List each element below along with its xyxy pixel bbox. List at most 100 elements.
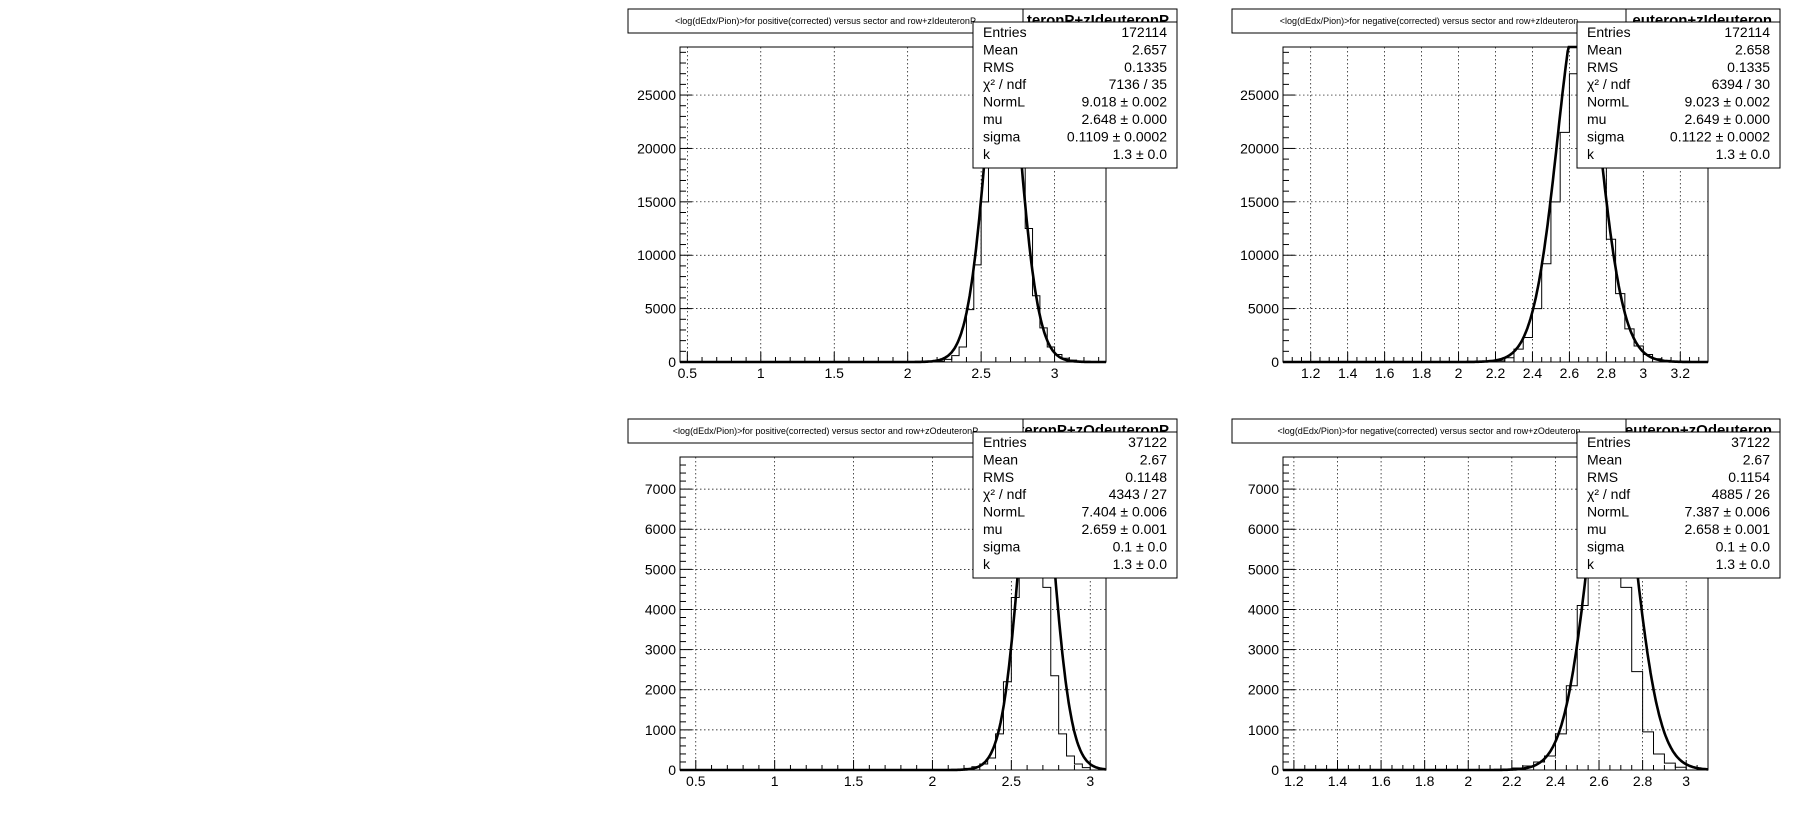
x-tick-label: 2.5 — [971, 365, 991, 381]
y-tick-label: 3000 — [645, 642, 676, 658]
x-tick-label: 2.2 — [1486, 365, 1506, 381]
y-tick-label: 5000 — [1248, 301, 1279, 317]
stat-value: 1.3 ± 0.0 — [1113, 146, 1168, 162]
stat-value: 7136 / 35 — [1109, 76, 1168, 92]
stat-label: mu — [1587, 111, 1606, 127]
stat-value: 7.387 ± 0.006 — [1684, 504, 1770, 520]
y-tick-label: 7000 — [645, 481, 676, 497]
y-tick-label: 7000 — [1248, 481, 1279, 497]
stat-label: NormL — [983, 94, 1025, 110]
stat-label: Entries — [1587, 434, 1631, 450]
stat-label: χ² / ndf — [983, 76, 1026, 92]
stat-label: k — [1587, 556, 1595, 572]
y-tick-label: 1000 — [1248, 722, 1279, 738]
x-tick-label: 2 — [929, 773, 937, 789]
stat-label: sigma — [1587, 128, 1625, 144]
y-tick-label: 6000 — [645, 521, 676, 537]
chart-title: <log(dEdx/Pion)>for negative(corrected) … — [1278, 426, 1581, 436]
stat-value: 1.3 ± 0.0 — [1113, 556, 1168, 572]
stat-value: 2.67 — [1140, 451, 1167, 467]
stat-label: RMS — [1587, 59, 1618, 75]
x-tick-label: 1.2 — [1284, 773, 1304, 789]
y-tick-label: 0 — [1271, 354, 1279, 370]
stat-label: Entries — [983, 434, 1027, 450]
stat-label: mu — [983, 521, 1002, 537]
y-tick-label: 5000 — [645, 301, 676, 317]
x-tick-label: 1.8 — [1415, 773, 1435, 789]
stat-value: 9.018 ± 0.002 — [1081, 94, 1167, 110]
x-tick-label: 2.8 — [1633, 773, 1653, 789]
stat-label: χ² / ndf — [1587, 486, 1630, 502]
stat-value: 2.648 ± 0.000 — [1081, 111, 1167, 127]
stat-label: Mean — [1587, 451, 1622, 467]
stat-label: mu — [983, 111, 1002, 127]
y-tick-label: 4000 — [645, 601, 676, 617]
stat-label: sigma — [1587, 538, 1625, 554]
stat-value: 4343 / 27 — [1109, 486, 1168, 502]
stat-value: 0.1335 — [1727, 59, 1770, 75]
stat-label: RMS — [983, 59, 1014, 75]
stat-label: mu — [1587, 521, 1606, 537]
x-tick-label: 1.5 — [844, 773, 864, 789]
stat-value: 2.657 — [1132, 41, 1167, 57]
x-tick-label: 3.2 — [1671, 365, 1691, 381]
stat-label: χ² / ndf — [1587, 76, 1630, 92]
y-tick-label: 5000 — [645, 561, 676, 577]
title-box — [627, 8, 1024, 34]
title-box — [627, 418, 1024, 444]
plot-frame — [1282, 456, 1709, 771]
stats-box — [972, 21, 1178, 169]
x-tick-label: 2.6 — [1589, 773, 1609, 789]
histogram-panel-positive-zi: 0.5 1 1.5 2 2.5 30500010000150002000025000ter… — [627, 8, 1178, 381]
stat-label: Entries — [983, 24, 1027, 40]
stat-value: 0.1 ± 0.0 — [1716, 538, 1771, 554]
title-box — [1231, 418, 1627, 444]
stat-value: 2.649 ± 0.000 — [1684, 111, 1770, 127]
stat-value: 0.1 ± 0.0 — [1113, 538, 1168, 554]
stat-label: NormL — [1587, 94, 1629, 110]
stat-value: 7.404 ± 0.006 — [1081, 504, 1167, 520]
x-tick-label: 2.2 — [1502, 773, 1522, 789]
y-tick-label: 2000 — [645, 682, 676, 698]
stat-value: 2.659 ± 0.001 — [1081, 521, 1167, 537]
stat-label: Entries — [1587, 24, 1631, 40]
histogram-panel-negative-zo: 1.2 1.4 1.6 1.8 2 2.2 2.4 2.6 2.8 3 0 1000 2000 3000 4… — [1231, 418, 1781, 789]
stat-value: 1.3 ± 0.0 — [1716, 556, 1771, 572]
x-tick-label: 0.5 — [686, 773, 706, 789]
x-tick-label: 2 — [1464, 773, 1472, 789]
x-tick-label: 2.8 — [1597, 365, 1617, 381]
stat-value: 9.023 ± 0.002 — [1684, 94, 1770, 110]
stat-value: 4885 / 26 — [1712, 486, 1771, 502]
stat-value: 0.1122 ± 0.0002 — [1670, 128, 1770, 144]
stat-label: k — [983, 556, 991, 572]
stat-label: sigma — [983, 538, 1021, 554]
stat-label: k — [983, 146, 991, 162]
y-tick-label: 4000 — [1248, 601, 1279, 617]
x-tick-label: 1.2 — [1301, 365, 1321, 381]
x-tick-label: 2.4 — [1523, 365, 1543, 381]
y-tick-label: 25000 — [1240, 87, 1279, 103]
y-tick-label: 1000 — [645, 722, 676, 738]
x-tick-label: 2 — [1455, 365, 1463, 381]
y-tick-label: 10000 — [1240, 247, 1279, 263]
x-tick-label: 3 — [1682, 773, 1690, 789]
stat-label: RMS — [1587, 469, 1618, 485]
stat-label: NormL — [983, 504, 1025, 520]
stat-label: NormL — [1587, 504, 1629, 520]
y-tick-label: 5000 — [1248, 561, 1279, 577]
chart-title: <log(dEdx/Pion)>for positive(corrected) … — [673, 426, 978, 436]
y-tick-label: 25000 — [637, 87, 676, 103]
stat-label: RMS — [983, 469, 1014, 485]
stat-label: sigma — [983, 128, 1021, 144]
x-tick-label: 2 — [904, 365, 912, 381]
stats-box — [1576, 431, 1781, 579]
stat-value: 2.658 ± 0.001 — [1684, 521, 1770, 537]
stat-label: Mean — [983, 41, 1018, 57]
x-tick-label: 1 — [771, 773, 779, 789]
y-tick-label: 15000 — [637, 194, 676, 210]
stat-value: 0.1154 — [1728, 469, 1770, 485]
stat-value: 2.658 — [1735, 41, 1770, 57]
stat-value: 2.67 — [1743, 451, 1770, 467]
y-tick-label: 20000 — [637, 140, 676, 156]
